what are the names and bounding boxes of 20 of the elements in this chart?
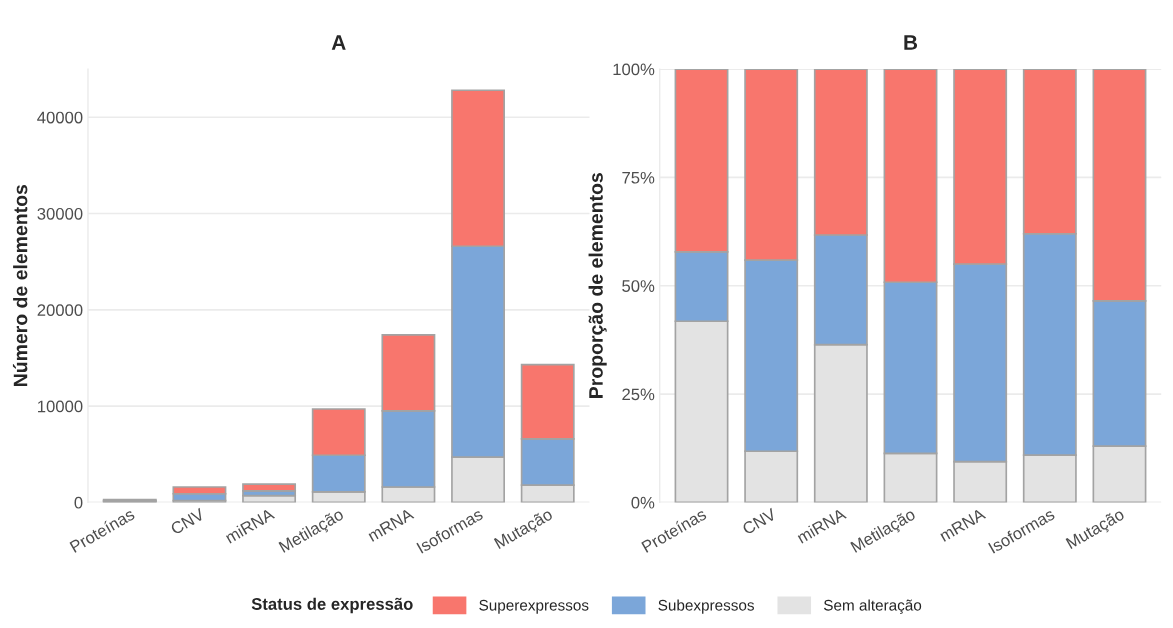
y-tick-label: 25% — [622, 388, 655, 401]
y-tick-label: 0% — [631, 496, 655, 509]
legend-label: Subexpressos — [658, 599, 754, 614]
y-tick-label: 30000 — [37, 207, 83, 220]
legend-title: Status de expressão — [251, 597, 413, 614]
x-tick-label: CNV — [741, 507, 778, 536]
y-tick-label: 40000 — [37, 111, 83, 124]
y-tick-label: 100% — [613, 63, 655, 76]
y-axis-title: Número de elementos — [12, 184, 28, 386]
x-tick-label: CNV — [169, 507, 206, 536]
y-tick-label: 20000 — [37, 304, 83, 317]
legend-label: Superexpressos — [479, 599, 589, 614]
y-axis-title: Proporção de elementos — [588, 173, 607, 398]
y-tick-label: 10000 — [38, 400, 83, 413]
chart-title: A — [331, 35, 346, 50]
y-tick-label: 50% — [622, 280, 655, 292]
legend-label: Sem alteração — [823, 599, 922, 614]
y-tick-label: 0 — [74, 496, 83, 509]
y-tick-label: 75% — [622, 171, 655, 184]
chart-title: B — [904, 35, 918, 50]
